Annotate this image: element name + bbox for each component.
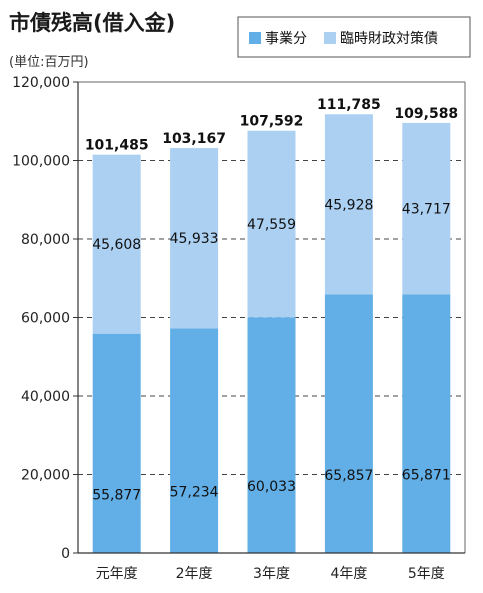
x-category-label: 元年度 xyxy=(96,566,138,582)
legend: 事業分 臨時財政対策債 xyxy=(237,16,471,58)
segment-value-label: 45,933 xyxy=(170,231,219,247)
x-category-label: 2年度 xyxy=(176,566,213,582)
x-category-label: 3年度 xyxy=(253,566,290,582)
bar-segment-jigyou xyxy=(324,294,373,553)
chart-title: 市債残高(借入金) xyxy=(9,11,175,35)
total-value-label: 101,485 xyxy=(85,138,149,154)
bars xyxy=(92,114,451,553)
bar-segment-rinji xyxy=(92,154,141,334)
total-value-label: 111,785 xyxy=(317,97,381,113)
segment-value-label: 65,871 xyxy=(402,468,451,484)
bar-segment-rinji xyxy=(247,130,296,318)
y-tick-label: 80,000 xyxy=(21,232,70,248)
legend-box xyxy=(237,16,471,58)
y-tick-label: 120,000 xyxy=(12,75,70,91)
segment-value-label: 47,559 xyxy=(247,217,296,233)
bar-segment-jigyou xyxy=(247,317,296,553)
legend-label-rinji: 臨時財政対策債 xyxy=(340,30,438,47)
axes: 0 20,000 40,000 60,000 80,000 100,000 120,000 元… xyxy=(12,75,465,582)
y-tick-label: 0 xyxy=(61,546,70,562)
legend-swatch-rinji xyxy=(324,32,336,44)
bar-segment-rinji xyxy=(402,122,451,295)
total-value-label: 109,588 xyxy=(394,106,458,122)
total-value-label: 107,592 xyxy=(240,114,304,130)
y-tick-label: 40,000 xyxy=(21,389,70,405)
segment-value-label: 45,928 xyxy=(324,197,373,213)
bar-segment-jigyou xyxy=(92,333,141,553)
segment-value-label: 45,608 xyxy=(92,237,141,253)
x-category-label: 4年度 xyxy=(330,566,367,582)
bar-segment-rinji xyxy=(170,148,219,329)
segment-value-label: 65,857 xyxy=(324,468,373,484)
y-tick-label: 60,000 xyxy=(21,311,70,327)
data-labels: 55,877 45,608 101,485 57,234 45,933 103,167 60… xyxy=(85,97,458,503)
segment-value-label: 57,234 xyxy=(170,485,219,501)
y-tick-label: 100,000 xyxy=(12,154,70,170)
unit-label: (単位:百万円) xyxy=(9,54,89,70)
y-tick-label: 20,000 xyxy=(21,468,70,484)
bar-segment-jigyou xyxy=(170,328,219,553)
segment-value-label: 43,717 xyxy=(402,202,451,218)
legend-label-jigyou: 事業分 xyxy=(265,31,307,47)
x-category-label: 5年度 xyxy=(408,566,445,582)
legend-swatch-jigyou xyxy=(249,32,261,44)
bar-segment-rinji xyxy=(324,114,373,295)
total-value-label: 103,167 xyxy=(162,131,226,147)
segment-value-label: 55,877 xyxy=(92,487,141,503)
segment-value-label: 60,033 xyxy=(247,479,296,495)
bar-segment-jigyou xyxy=(402,294,451,553)
